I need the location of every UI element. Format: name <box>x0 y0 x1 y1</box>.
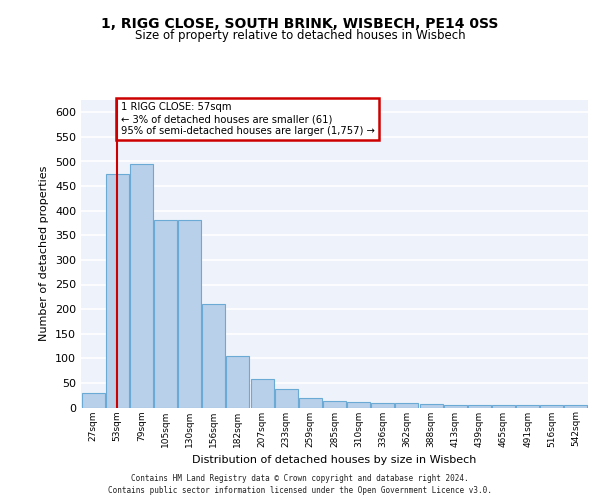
Bar <box>347 402 370 407</box>
Bar <box>565 405 587 407</box>
Bar <box>82 392 104 407</box>
Bar <box>202 304 225 408</box>
Bar <box>444 405 467 407</box>
Bar <box>468 405 491 407</box>
Text: 1, RIGG CLOSE, SOUTH BRINK, WISBECH, PE14 0SS: 1, RIGG CLOSE, SOUTH BRINK, WISBECH, PE1… <box>101 18 499 32</box>
Text: Size of property relative to detached houses in Wisbech: Size of property relative to detached ho… <box>134 29 466 42</box>
Bar <box>299 398 322 407</box>
Bar <box>516 405 539 407</box>
Bar <box>226 356 250 408</box>
Bar <box>130 164 153 408</box>
Text: 1 RIGG CLOSE: 57sqm
← 3% of detached houses are smaller (61)
95% of semi-detache: 1 RIGG CLOSE: 57sqm ← 3% of detached hou… <box>121 102 375 136</box>
X-axis label: Distribution of detached houses by size in Wisbech: Distribution of detached houses by size … <box>193 455 476 465</box>
Bar <box>371 402 394 407</box>
Y-axis label: Number of detached properties: Number of detached properties <box>40 166 49 342</box>
Bar <box>492 405 515 407</box>
Bar <box>251 380 274 407</box>
Bar <box>106 174 128 408</box>
Bar <box>154 220 177 408</box>
Text: Contains HM Land Registry data © Crown copyright and database right 2024.
Contai: Contains HM Land Registry data © Crown c… <box>108 474 492 495</box>
Bar <box>419 404 443 407</box>
Bar <box>395 402 418 407</box>
Bar <box>275 389 298 407</box>
Bar <box>541 405 563 407</box>
Bar <box>323 401 346 407</box>
Bar <box>178 220 201 408</box>
